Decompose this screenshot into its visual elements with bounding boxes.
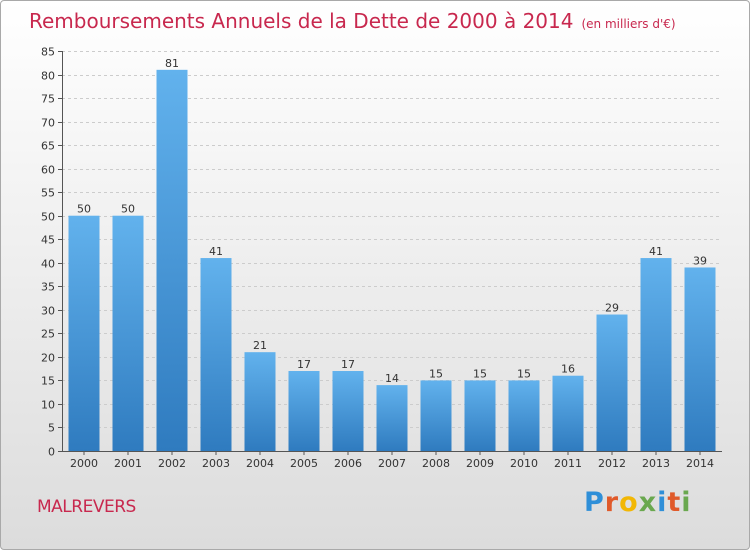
y-tick-label: 30	[41, 305, 55, 318]
bar-value-label: 41	[649, 245, 663, 258]
bar-value-label: 29	[605, 302, 619, 315]
x-tick-label: 2007	[378, 457, 406, 470]
bar	[464, 380, 496, 451]
x-tick-label: 2000	[70, 457, 98, 470]
y-tick-label: 40	[41, 258, 55, 271]
x-tick-label: 2001	[114, 457, 142, 470]
x-tick-label: 2003	[202, 457, 230, 470]
y-tick-label: 5	[48, 422, 55, 435]
y-tick-label: 0	[48, 446, 55, 459]
bar-value-label: 21	[253, 339, 267, 352]
bar	[376, 385, 408, 451]
bar	[508, 380, 540, 451]
x-tick-label: 2012	[598, 457, 626, 470]
bar-layer	[68, 69, 716, 451]
y-tick-label: 60	[41, 164, 55, 177]
x-tick-label: 2014	[686, 457, 714, 470]
x-tick-label: 2009	[466, 457, 494, 470]
proxiti-logo: Proxiti	[584, 487, 692, 518]
y-tick-label: 15	[41, 375, 55, 388]
bar-value-label: 50	[77, 203, 91, 216]
bar-value-label: 81	[165, 57, 179, 70]
bar-value-label: 17	[341, 358, 355, 371]
chart-title: Remboursements Annuels de la Dette de 20…	[29, 9, 676, 33]
x-tick-label: 2002	[158, 457, 186, 470]
y-tick-label: 80	[41, 70, 55, 83]
chart-subtitle: (en milliers d'€)	[581, 17, 676, 31]
bar-value-label: 15	[473, 367, 487, 380]
x-tick-label: 2013	[642, 457, 670, 470]
bar	[288, 371, 320, 451]
bar	[244, 352, 276, 451]
y-tick-label: 55	[41, 187, 55, 200]
y-tick-label: 25	[41, 328, 55, 341]
bar	[552, 375, 584, 451]
bar-value-label: 41	[209, 245, 223, 258]
chart-title-text: Remboursements Annuels de la Dette de 20…	[29, 9, 574, 33]
x-tick-label: 2008	[422, 457, 450, 470]
bar	[112, 215, 144, 451]
x-tick-label: 2005	[290, 457, 318, 470]
bar	[684, 267, 716, 451]
y-tick-label: 50	[41, 211, 55, 224]
bar	[640, 258, 672, 451]
bar	[596, 314, 628, 451]
bar	[68, 215, 100, 451]
y-tick-label: 85	[41, 46, 55, 59]
y-tick-label: 35	[41, 281, 55, 294]
y-tick-label: 65	[41, 140, 55, 153]
bar	[420, 380, 452, 451]
y-tick-label: 20	[41, 352, 55, 365]
bar-value-label: 15	[517, 367, 531, 380]
y-tick-label: 45	[41, 234, 55, 247]
bar	[332, 371, 364, 451]
axis-layer: 0 5 10 15 20 25 30 35 40 45 50 55 60 65 70 75 80 85	[41, 46, 722, 459]
bar	[200, 258, 232, 451]
bar-value-label: 39	[693, 254, 707, 267]
bar-value-label: 50	[121, 203, 135, 216]
y-tick-label: 10	[41, 399, 55, 412]
x-tick-label: 2011	[554, 457, 582, 470]
x-tick-label: 2006	[334, 457, 362, 470]
bar-value-label: 17	[297, 358, 311, 371]
x-tick-label: 2010	[510, 457, 538, 470]
label-layer: 50 2000 50 2001 81 2002 41 2003 21 2004 17 2005 17 20…	[70, 57, 714, 470]
y-tick-label: 70	[41, 117, 55, 130]
x-tick-label: 2004	[246, 457, 274, 470]
bar	[156, 69, 188, 451]
commune-name: MALREVERS	[37, 497, 136, 517]
bar-value-label: 16	[561, 363, 575, 376]
bar-value-label: 14	[385, 372, 399, 385]
y-tick-label: 75	[41, 93, 55, 106]
bar-value-label: 15	[429, 367, 443, 380]
